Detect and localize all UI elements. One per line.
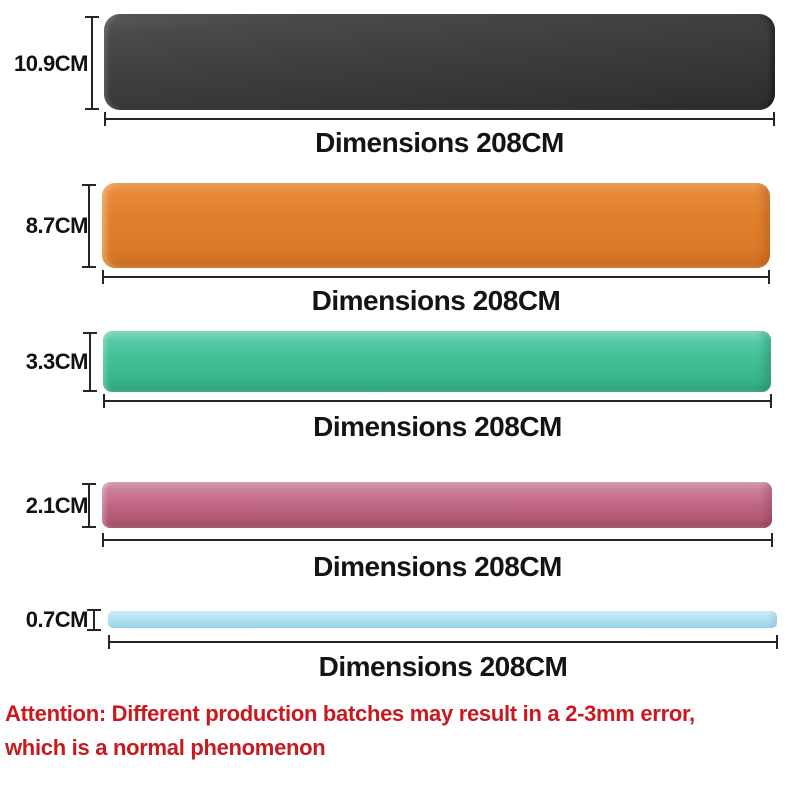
resistance-band-green [103,331,771,392]
resistance-band-pink [102,482,772,528]
vertical-dimension-line-orange [82,184,96,268]
vertical-dimension-line-green [83,332,97,392]
band-height-label-green: 3.3CM [25,349,89,374]
band-height-label-orange: 8.7CM [25,213,89,238]
vertical-dimension-line-blue [87,609,101,631]
resistance-band-blue [108,611,777,628]
attention-note-line2: which is a normal phenomenon [5,735,326,760]
attention-note: Attention: Different production batches … [5,697,797,765]
horizontal-dimension-line-blue [108,635,778,649]
horizontal-dimension-line-orange [102,270,770,284]
band-length-label-black: Dimensions 208CM [315,127,564,158]
horizontal-dimension-line-green [103,394,772,408]
resistance-band-black [104,14,775,110]
resistance-band-orange [102,183,770,268]
band-height-label-pink: 2.1CM [25,493,89,518]
band-length-label-green: Dimensions 208CM [313,411,562,442]
band-height-label-blue: 0.7CM [25,607,89,632]
band-length-label-blue: Dimensions 208CM [318,651,568,682]
vertical-dimension-line-black [85,16,99,110]
band-height-label-black: 10.9CM [13,51,89,76]
band-length-label-orange: Dimensions 208CM [311,285,561,316]
horizontal-dimension-line-pink [102,533,773,547]
vertical-dimension-line-pink [82,483,96,528]
attention-note-line1: Attention: Different production batches … [5,701,695,726]
band-length-label-pink: Dimensions 208CM [313,551,562,582]
horizontal-dimension-line-black [104,112,775,126]
